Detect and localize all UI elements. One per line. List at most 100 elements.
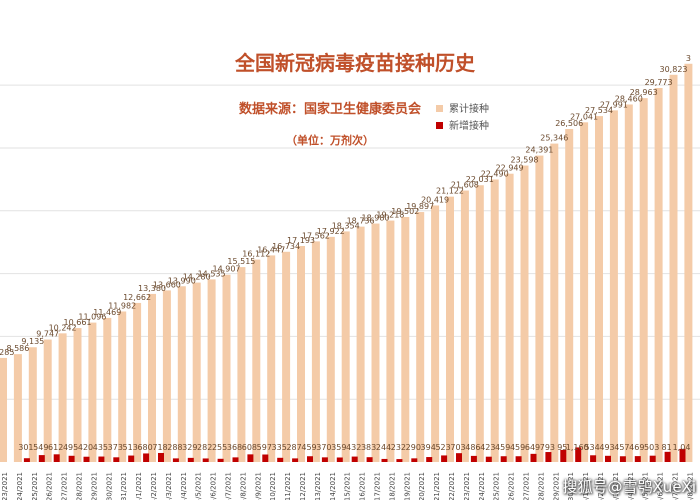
new-doses-bar	[202, 458, 209, 462]
new-doses-bar	[679, 448, 686, 462]
x-tick-label: 4/26/2021	[508, 472, 516, 500]
x-axis-tick-labels: 3/23/2021 3/24/2021 3/25/2021 3/26/2021 3/27…	[1, 472, 694, 500]
cumulative-data-label: 18,980	[362, 214, 390, 223]
cumulative-data-label: 14,535	[198, 269, 226, 278]
new-doses-data-label: 718	[152, 443, 167, 452]
cumulative-bar	[43, 339, 52, 462]
new-doses-data-label: 486	[465, 443, 480, 452]
new-doses-data-label: 793	[540, 443, 555, 452]
cumulative-bar	[535, 155, 544, 462]
new-doses-bar	[158, 452, 164, 462]
cumulative-data-label: 9,135	[21, 337, 44, 346]
x-tick-label: 5/1/2021	[582, 472, 590, 500]
new-doses-bar	[321, 457, 328, 462]
new-doses-data-label: 423	[480, 443, 495, 452]
cumulative-data-label: 20,419	[421, 195, 449, 204]
cumulative-bar	[311, 241, 320, 462]
cumulative-data-label: 17,922	[317, 227, 345, 236]
x-tick-label: 4/1/2021	[135, 472, 143, 500]
cumulative-bar	[371, 223, 380, 462]
cumulative-data-label: 10,661	[64, 318, 92, 327]
cumulative-bar	[192, 282, 201, 462]
cumulative-bar	[401, 217, 410, 462]
x-tick-label: 3/28/2021	[76, 472, 84, 500]
cumulative-bar	[28, 347, 37, 462]
cumulative-bar	[490, 179, 499, 463]
cumulative-data-label: 27,534	[585, 106, 613, 115]
cumulative-data-label: 9,747	[36, 330, 59, 339]
new-doses-data-label: 459	[510, 443, 525, 452]
new-doses-bar	[664, 451, 671, 462]
new-doses-bar	[560, 450, 567, 462]
chart-title: 全国新冠病毒疫苗接种历史	[234, 51, 476, 75]
x-tick-label: 4/12/2021	[299, 472, 307, 500]
new-doses-bar	[441, 455, 448, 462]
new-doses-bar	[98, 456, 105, 462]
cumulative-bar	[520, 165, 529, 463]
x-tick-label: 3/23/2021	[1, 472, 9, 500]
x-tick-label: 5/7/2021	[672, 472, 680, 500]
cumulative-data-label: 3	[686, 54, 691, 63]
cumulative-bar	[103, 317, 112, 462]
new-doses-data-label: 95	[557, 443, 567, 452]
new-doses-bar	[232, 457, 239, 462]
cumulative-bar	[177, 286, 186, 462]
x-tick-label: 4/2/2021	[150, 472, 158, 500]
new-doses-data-label: 282	[197, 443, 212, 452]
new-doses-bar	[366, 457, 373, 462]
cumulative-data-label: 24,391	[525, 146, 553, 155]
new-doses-bar	[500, 456, 507, 462]
cumulative-bar	[431, 205, 440, 462]
x-tick-label: 4/18/2021	[388, 472, 396, 500]
new-doses-bar	[649, 455, 656, 462]
new-doses-data-label: 523	[435, 443, 450, 452]
new-doses-bar	[68, 455, 75, 462]
cumulative-bar	[550, 143, 559, 462]
cumulative-data-label: 11,096	[78, 313, 106, 322]
cumulative-bar	[580, 122, 589, 463]
new-doses-data-label: 301	[18, 443, 33, 452]
x-tick-label: 4/13/2021	[314, 472, 322, 500]
new-doses-data-label: 290	[406, 443, 421, 452]
cumulative-bar	[326, 236, 335, 462]
cumulative-data-label: 22,949	[496, 164, 524, 173]
cumulative-data-label: 28,963	[630, 88, 658, 97]
cumulative-bar	[624, 104, 633, 462]
cumulative-data-label: 23,598	[511, 156, 539, 165]
cumulative-bar	[475, 185, 484, 462]
cumulative-bar	[505, 173, 514, 462]
new-doses-bar	[411, 458, 418, 462]
x-tick-label: 4/10/2021	[269, 472, 277, 500]
new-doses-bar	[619, 456, 626, 462]
new-doses-bar	[83, 456, 90, 462]
new-doses-data-label: 703	[450, 443, 465, 452]
new-doses-data-label: 287	[286, 443, 301, 452]
new-doses-bar	[426, 457, 433, 462]
cumulative-bar	[148, 293, 156, 462]
cumulative-data-label: 16,447	[257, 245, 285, 254]
new-doses-bar	[515, 456, 522, 462]
cumulative-data-label: 29,773	[645, 78, 673, 87]
x-tick-label: 4/6/2021	[210, 472, 218, 500]
cumulative-bar	[356, 226, 365, 462]
new-doses-data-label: 459	[495, 443, 510, 452]
new-doses-bar	[277, 457, 284, 462]
new-doses-data-label: 534	[584, 443, 599, 452]
cumulative-bar	[267, 255, 276, 462]
cumulative-data-label: 16,734	[272, 242, 300, 251]
cumulative-data-label: 25,346	[540, 134, 568, 143]
new-doses-data-label: 495	[63, 443, 78, 452]
cumulative-data-label: 13,380	[138, 284, 166, 293]
new-doses-bar	[336, 457, 343, 462]
x-tick-label: 4/21/2021	[433, 472, 441, 500]
new-doses-data-label: 457	[614, 443, 629, 452]
x-tick-label: 5/6/2021	[657, 472, 665, 500]
new-doses-data-label: 549	[33, 443, 48, 452]
new-doses-data-label: 373	[108, 443, 123, 452]
x-tick-label: 4/25/2021	[493, 472, 501, 500]
new-doses-bar	[247, 454, 254, 462]
x-tick-label: 4/8/2021	[239, 472, 247, 500]
new-doses-data-label: 680	[137, 443, 152, 452]
cumulative-data-label: 13,660	[153, 280, 181, 289]
cumulative-data-label: 12,662	[123, 293, 151, 302]
